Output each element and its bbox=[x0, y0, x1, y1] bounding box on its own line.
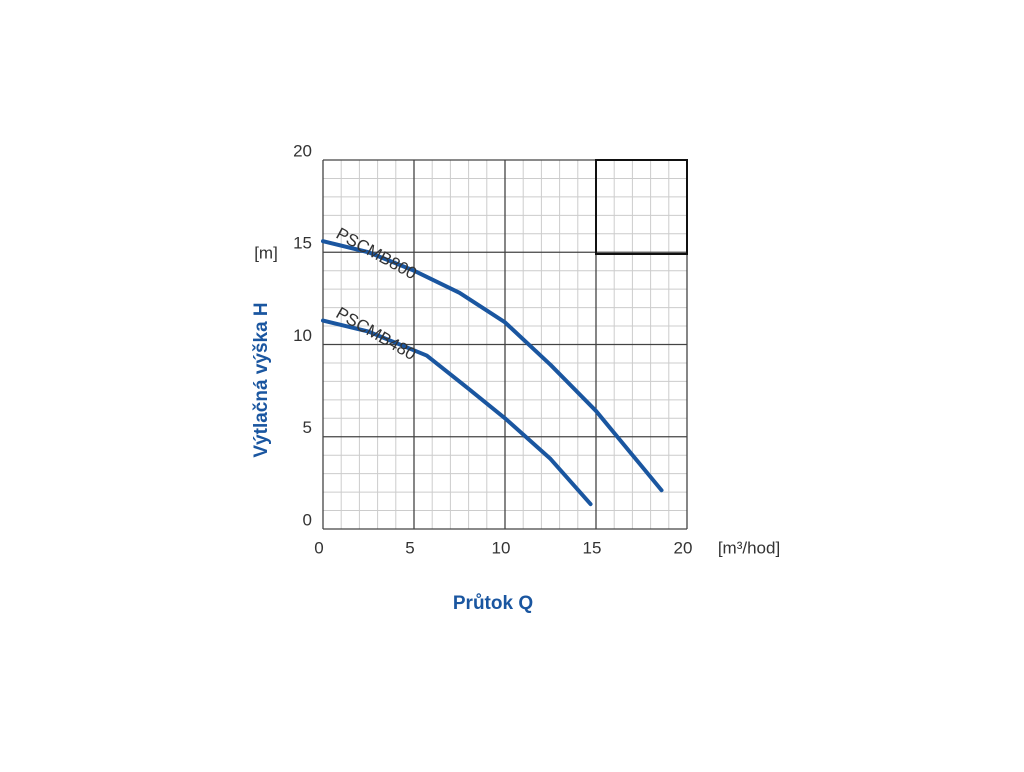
x-tick-label: 20 bbox=[674, 538, 693, 557]
x-tick-label: 15 bbox=[583, 538, 602, 557]
y-tick-label: 10 bbox=[293, 326, 312, 345]
y-tick-label: 5 bbox=[303, 418, 312, 437]
x-tick-label: 5 bbox=[405, 538, 414, 557]
series-line bbox=[321, 239, 664, 493]
series-line bbox=[321, 318, 593, 507]
grid bbox=[322, 159, 688, 530]
x-tick-label: 10 bbox=[492, 538, 511, 557]
series-label: PSCMB480 bbox=[333, 303, 419, 364]
y-tick-label: 15 bbox=[293, 234, 312, 253]
frame-box bbox=[595, 159, 688, 255]
y-tick-label: 0 bbox=[303, 510, 312, 529]
y-axis-title: Výtlačná výška H bbox=[251, 302, 272, 457]
x-unit: [m³/hod] bbox=[718, 538, 780, 557]
x-tick-label: 0 bbox=[314, 538, 323, 557]
y-unit: [m] bbox=[254, 243, 278, 262]
series-label: PSCMB800 bbox=[333, 224, 420, 283]
x-axis-title: Průtok Q bbox=[453, 593, 533, 614]
y-tick-label: 20 bbox=[293, 141, 312, 160]
